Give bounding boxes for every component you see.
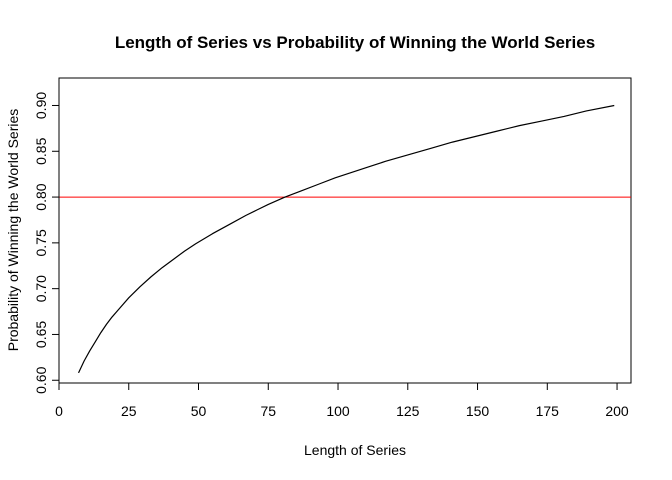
x-tick-label: 150 (466, 403, 490, 419)
y-tick-label: 0.65 (33, 321, 49, 348)
y-tick-label: 0.60 (33, 366, 49, 393)
series-line (77, 104, 615, 374)
y-tick-label: 0.80 (33, 183, 49, 210)
y-tick-label: 0.90 (33, 92, 49, 119)
x-axis-label: Length of Series (304, 442, 406, 458)
x-tick-label: 25 (121, 403, 137, 419)
x-tick-label: 100 (326, 403, 350, 419)
plot-frame (58, 77, 632, 384)
series-layer (77, 104, 615, 374)
x-axis: 0 25 50 75 100 125 150 175 200 (55, 382, 629, 419)
x-tick-label: 75 (260, 403, 276, 419)
x-tick-label: 125 (396, 403, 420, 419)
chart-title: Length of Series vs Probability of Winni… (115, 33, 595, 52)
y-tick-label: 0.85 (33, 137, 49, 164)
x-tick-label: 50 (191, 403, 207, 419)
y-tick-label: 0.75 (33, 229, 49, 256)
y-axis: 0.60 0.65 0.70 0.75 0.80 0.85 0.90 (33, 92, 60, 394)
y-axis-label: Probability of Winning the World Series (5, 109, 21, 352)
x-tick-label: 0 (55, 403, 63, 419)
y-tick-label: 0.70 (33, 275, 49, 302)
x-tick-label: 175 (536, 403, 560, 419)
x-tick-label: 200 (605, 403, 629, 419)
